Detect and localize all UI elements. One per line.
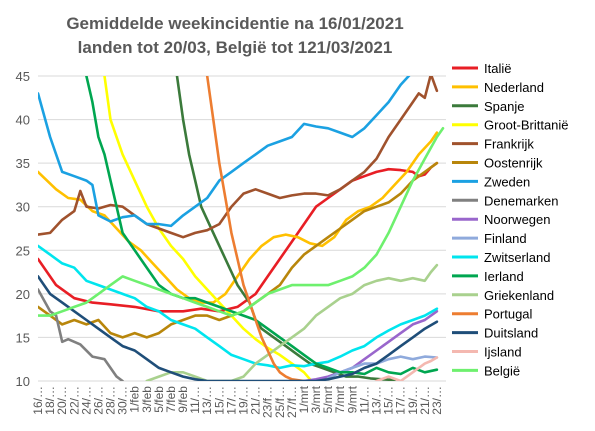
legend-label: Frankrijk [484, 137, 534, 152]
x-tick-label: 16/… [31, 386, 45, 415]
y-tick-label: 15 [16, 330, 30, 345]
legend-item: Duitsland [452, 326, 538, 341]
series-line-zweden [38, 76, 411, 228]
legend-item: Spanje [452, 99, 524, 114]
legend-item: Finland [452, 231, 527, 246]
legend-item: Zwitserland [452, 250, 550, 265]
x-tick-label: 3/mrt [309, 385, 323, 413]
x-tick-label: 1/feb [128, 386, 142, 413]
legend-item: Noorwegen [452, 212, 551, 227]
legend-item: Italië [452, 61, 511, 76]
y-tick-label: 10 [16, 374, 30, 389]
series-line-portugal [205, 76, 306, 381]
x-tick-label: 26/… [91, 386, 105, 415]
legend: Italië Nederland Spanje Groot-Brittanië Fran… [452, 61, 569, 378]
x-tick-label: 11/… [188, 386, 202, 414]
legend-item: België [452, 363, 520, 378]
legend-label: Italië [484, 61, 511, 76]
x-tick-label: 15/… [382, 386, 396, 415]
x-tick-label: 18/… [43, 386, 57, 415]
legend-label: Ierland [484, 269, 524, 284]
legend-label: Finland [484, 231, 527, 246]
x-tick-label: 17/… [224, 386, 238, 415]
legend-label: Portugal [484, 307, 533, 322]
x-tick-label: 23/… [430, 386, 444, 415]
series-line-spanje [175, 76, 396, 381]
x-tick-label: 19/… [406, 386, 420, 415]
legend-label: Spanje [484, 99, 524, 114]
x-tick-label: 21/… [249, 386, 263, 415]
series-line-italie [38, 161, 439, 313]
series-line-finland [326, 355, 439, 380]
chart-title: Gemiddelde weekincidentie na 16/01/2021 [66, 14, 403, 33]
legend-label: Denemarken [484, 193, 558, 208]
legend-item: Frankrijk [452, 137, 534, 152]
series-line-frankrijk [38, 76, 439, 239]
legend-label: Zwitserland [484, 250, 550, 265]
x-tick-label: 13/… [369, 386, 383, 415]
series-line-noorwegen [302, 309, 439, 381]
chart-subtitle: landen tot 20/03, België tot 121/03/2021 [78, 38, 393, 57]
legend-item: Griekenland [452, 288, 554, 303]
x-tick-label: 23/f… [261, 386, 275, 418]
x-tick-label: 25/f… [273, 386, 287, 418]
series-line-belgie [38, 127, 445, 317]
legend-item: Denemarken [452, 193, 558, 208]
series-line-zwitserland [38, 244, 439, 370]
x-tick-label: 24/… [79, 386, 93, 415]
legend-label: Groot-Brittanië [484, 118, 569, 133]
x-tick-label: 9/feb [176, 386, 190, 413]
y-tick-label: 40 [16, 113, 30, 128]
legend-item: Zweden [452, 174, 530, 189]
y-tick-label: 25 [16, 243, 30, 258]
legend-label: Noorwegen [484, 212, 551, 227]
x-tick-label: 17/… [394, 386, 408, 415]
legend-label: Nederland [484, 80, 544, 95]
x-tick-label: 22/… [67, 386, 81, 415]
x-tick-label: 1/mrt [297, 385, 311, 413]
plot-area [38, 76, 445, 381]
series-line-ierland [85, 76, 439, 376]
y-axis-ticks: 10 15 20 25 30 35 40 45 [16, 69, 30, 389]
x-axis-ticks: 16/…18/…20/…22/…24/…26/…28/…30/…1/feb3/f… [31, 385, 444, 418]
x-tick-label: 28/… [104, 386, 118, 415]
legend-item: Nederland [452, 80, 544, 95]
x-tick-label: 5/mrt [321, 385, 335, 413]
x-tick-label: 30/… [116, 386, 130, 415]
x-tick-label: 20/… [55, 386, 69, 415]
legend-item: Oostenrijk [452, 156, 543, 171]
legend-item: Ierland [452, 269, 524, 284]
x-tick-label: 9/mrt [345, 385, 359, 413]
series-line-groot-brittanie [103, 76, 312, 381]
y-tick-label: 35 [16, 156, 30, 171]
series-line-griekenland [145, 263, 439, 381]
x-tick-label: 21/… [418, 386, 432, 415]
x-tick-label: 11/… [357, 386, 371, 414]
y-tick-label: 30 [16, 200, 30, 215]
y-tick-label: 45 [16, 69, 30, 84]
legend-item: Portugal [452, 307, 533, 322]
x-tick-label: 5/feb [152, 386, 166, 413]
y-tick-label: 20 [16, 287, 30, 302]
x-tick-label: 19/… [237, 386, 251, 415]
x-tick-label: 15/… [212, 386, 226, 415]
legend-label: België [484, 363, 520, 378]
legend-item: Ijsland [452, 345, 522, 360]
x-tick-label: 27/f… [285, 386, 299, 418]
x-tick-label: 7/mrt [333, 385, 347, 413]
legend-label: Zweden [484, 174, 530, 189]
legend-label: Oostenrijk [484, 156, 543, 171]
x-tick-label: 3/feb [140, 386, 154, 413]
series-line-duitsland [38, 275, 439, 381]
x-tick-label: 13/… [200, 386, 214, 415]
legend-label: Ijsland [484, 345, 522, 360]
legend-label: Griekenland [484, 288, 554, 303]
x-tick-label: 7/feb [164, 386, 178, 413]
legend-item: Groot-Brittanië [452, 118, 569, 133]
series-line-ijsland [375, 356, 439, 381]
legend-label: Duitsland [484, 326, 538, 341]
